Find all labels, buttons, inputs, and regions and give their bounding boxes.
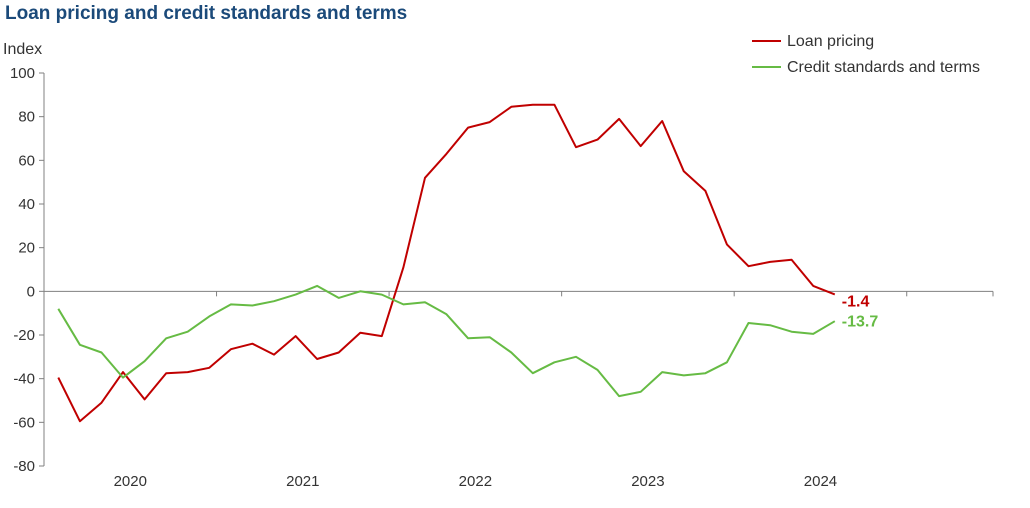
legend-label: Credit standards and terms (787, 59, 980, 76)
series-end-label: -1.4 (842, 293, 870, 310)
series-layer: -1.4 -13.7 (57, 103, 879, 423)
legend: Loan pricing Credit standards and terms (752, 33, 980, 76)
y-tick-label: 60 (18, 152, 35, 169)
y-tick-label: 100 (10, 65, 35, 82)
legend-label: Loan pricing (787, 33, 874, 50)
y-tick-label: 80 (18, 109, 35, 126)
chart-title: Loan pricing and credit standards and te… (5, 3, 408, 24)
series-line (57, 284, 836, 398)
series-end-label: -13.7 (842, 313, 879, 330)
x-tick-label: 2024 (804, 473, 837, 490)
y-tick-label: -20 (13, 327, 35, 344)
y-tick-label: 0 (27, 283, 35, 300)
y-tick-label: -80 (13, 458, 35, 475)
axes: 100 80 60 40 20 0 -20 -40 -60 -80 2020 2021 2022 2023… (10, 65, 994, 490)
y-axis-label: Index (3, 41, 42, 58)
x-tick-label: 2021 (286, 473, 319, 490)
y-tick-label: -40 (13, 371, 35, 388)
x-tick-label: 2020 (114, 473, 147, 490)
x-tick-label: 2022 (459, 473, 492, 490)
y-tick-label: -60 (13, 414, 35, 431)
series-line (57, 103, 836, 423)
y-tick-label: 40 (18, 196, 35, 213)
x-tick-label: 2023 (631, 473, 664, 490)
y-tick-label: 20 (18, 240, 35, 257)
